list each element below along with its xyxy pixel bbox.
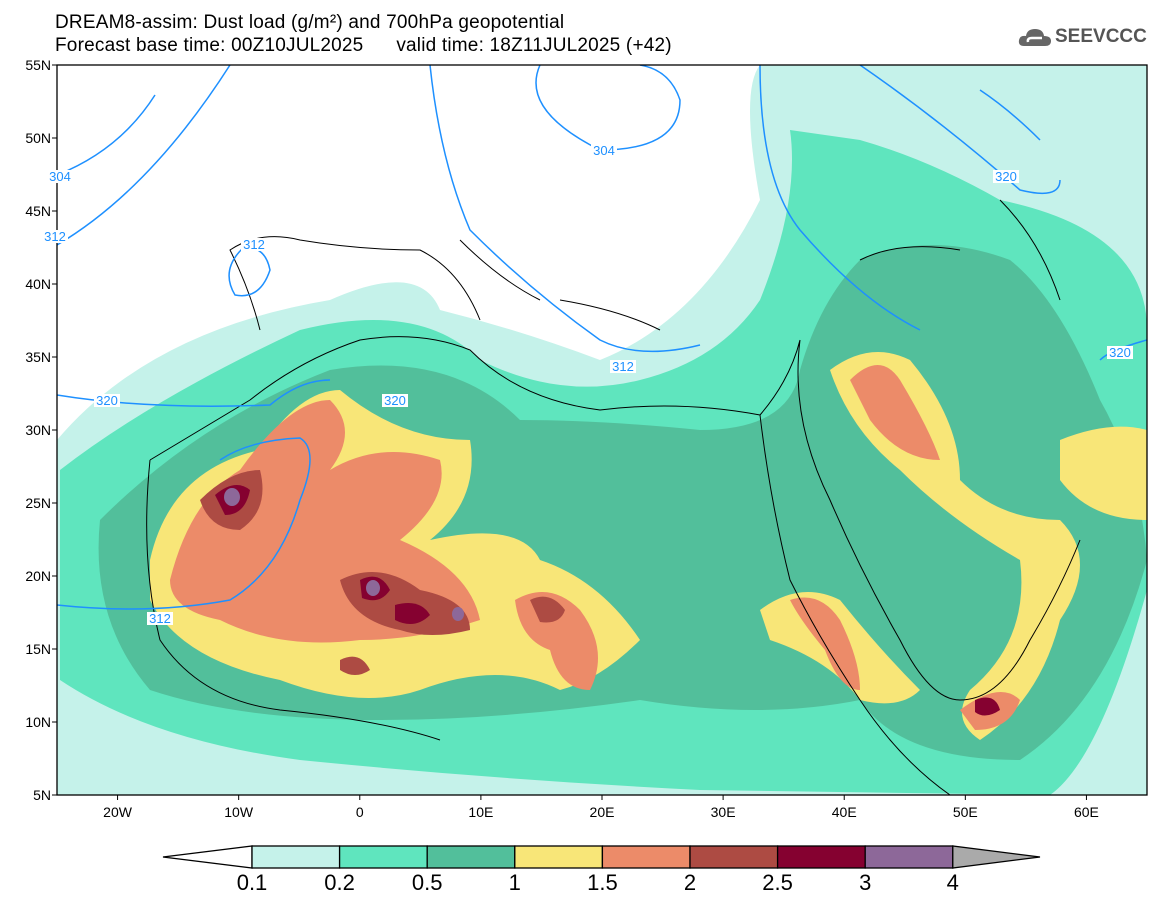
colorbar-swatch — [776, 845, 866, 869]
colorbar-label: 1 — [508, 870, 521, 895]
lat-label: 35N — [25, 349, 51, 365]
coastline — [229, 199, 1061, 331]
colorbar-label: 4 — [946, 870, 959, 895]
lon-label: 20E — [590, 804, 615, 820]
dust-2.5 — [975, 697, 1000, 716]
dust-3 — [224, 488, 240, 506]
colorbar-under-arrow — [162, 845, 253, 869]
logo-text: SEEVCCC — [1055, 26, 1147, 47]
lon-label: 0 — [356, 804, 364, 820]
dust-3 — [366, 580, 380, 596]
colorbar-label: 0.5 — [411, 870, 443, 895]
colorbar — [162, 845, 1041, 869]
time-info: Forecast base time: 00Z10JUL2025 valid t… — [55, 35, 672, 57]
forecast-base-time: Forecast base time: 00Z10JUL2025 — [55, 35, 364, 56]
contour-label-bg — [1107, 346, 1133, 359]
lat-label: 5N — [33, 787, 51, 803]
lon-label: 30E — [711, 804, 736, 820]
lon-label: 10E — [468, 804, 493, 820]
dust-3 — [452, 607, 464, 621]
colorbar-swatch — [251, 845, 341, 869]
contour-label-bg — [241, 238, 267, 251]
contour-label-bg — [147, 612, 173, 625]
dust-1 — [1060, 426, 1147, 520]
dust-1.5 — [850, 365, 940, 460]
lon-label: 60E — [1074, 804, 1099, 820]
map-title: DREAM8-assim: Dust load (g/m²) and 700hP… — [55, 12, 565, 33]
dust-2.5 — [395, 602, 430, 624]
contour-label: 304 — [49, 169, 71, 184]
lat-label: 40N — [25, 276, 51, 292]
lat-label: 20N — [25, 568, 51, 584]
colorbar-label: 0.2 — [324, 870, 355, 895]
contour-label: 312 — [149, 611, 171, 626]
lon-label: 20W — [103, 804, 133, 820]
colorbar-swatch — [689, 845, 779, 869]
lat-label: 30N — [25, 422, 51, 438]
contour-label: 312 — [243, 237, 265, 252]
contour-label-bg — [42, 230, 68, 243]
lat-label: 50N — [25, 130, 51, 146]
contour-label: 320 — [1109, 345, 1131, 360]
colorbar-label: 0.1 — [236, 870, 268, 895]
geopotential-contours — [57, 65, 1147, 610]
contour-label-bg — [47, 170, 73, 183]
dust-2 — [530, 596, 565, 623]
contour-label: 320 — [384, 393, 406, 408]
contour-label-bg — [94, 394, 120, 407]
lat-label: 25N — [25, 495, 51, 511]
contour-label-bg — [993, 170, 1019, 183]
contour-label: 312 — [612, 359, 634, 374]
contour-label-bg — [591, 144, 617, 157]
contour-label: 320 — [96, 393, 118, 408]
contour-label-bg — [610, 360, 636, 373]
lon-label: 50E — [953, 804, 978, 820]
dust-1 — [830, 352, 1080, 740]
valid-time: valid time: 18Z11JUL2025 (+42) — [396, 35, 672, 56]
dust-2 — [340, 656, 370, 675]
contour-label: 312 — [44, 229, 66, 244]
dust-1.5 — [515, 592, 598, 690]
colorbar-label: 2 — [683, 870, 697, 895]
lat-label: 15N — [25, 641, 51, 657]
colorbar-swatch — [338, 845, 428, 869]
colorbar-swatch — [514, 845, 604, 869]
colorbar-label: 3 — [859, 870, 872, 895]
coastline — [146, 336, 1081, 795]
contour-label: 320 — [995, 169, 1017, 184]
lat-label: 55N — [25, 57, 51, 73]
contour-label-bg — [382, 394, 408, 407]
colorbar-swatch — [601, 845, 691, 869]
colorbar-over-arrow — [952, 845, 1041, 869]
lat-label: 10N — [25, 714, 51, 730]
colorbar-label: 2.5 — [762, 870, 793, 895]
lon-label: 40E — [832, 804, 857, 820]
lon-label: 10W — [224, 804, 254, 820]
colorbar-label: 1.5 — [587, 870, 618, 895]
cloud-icon — [1018, 29, 1051, 46]
colorbar-swatch — [864, 845, 954, 869]
contour-label: 304 — [593, 143, 615, 158]
seevccc-logo: SEEVCCC — [1018, 26, 1147, 48]
lat-label: 45N — [25, 203, 51, 219]
colorbar-swatch — [426, 845, 516, 869]
